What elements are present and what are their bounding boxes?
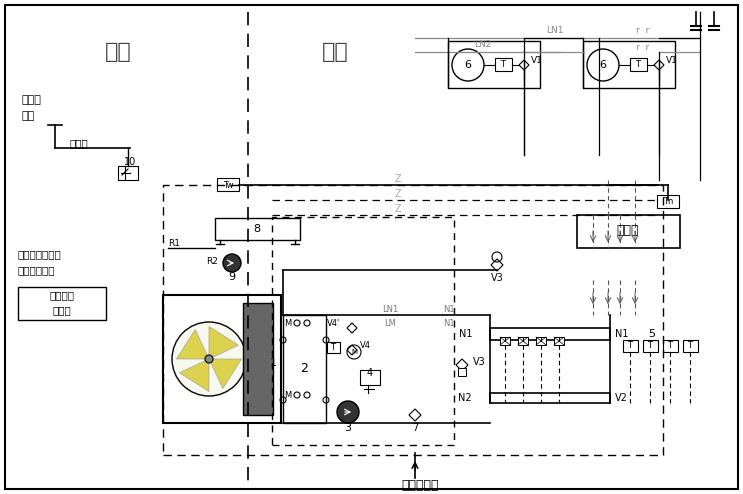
Bar <box>663 340 678 352</box>
Text: N1: N1 <box>458 329 472 339</box>
Bar <box>118 166 138 180</box>
Text: 7: 7 <box>412 423 418 433</box>
Text: Z: Z <box>395 204 401 214</box>
Bar <box>163 295 281 423</box>
Text: LN1: LN1 <box>546 26 564 35</box>
Bar <box>243 303 273 415</box>
Bar <box>215 218 300 240</box>
Bar <box>630 58 647 71</box>
Bar <box>458 368 466 376</box>
Text: Tn: Tn <box>663 198 673 206</box>
Text: R1: R1 <box>168 240 180 248</box>
Bar <box>643 340 658 352</box>
Polygon shape <box>347 345 357 355</box>
Text: M: M <box>351 349 357 355</box>
Text: 生活热水
控制器: 生活热水 控制器 <box>50 290 74 315</box>
Polygon shape <box>180 359 209 392</box>
Text: 1: 1 <box>270 358 277 368</box>
Polygon shape <box>654 60 664 70</box>
Polygon shape <box>491 259 503 271</box>
Polygon shape <box>209 327 239 359</box>
Text: LN1: LN1 <box>382 305 398 314</box>
Text: 接生活热水水箱
（间接加热）: 接生活热水水箱 （间接加热） <box>18 249 62 275</box>
Text: 6: 6 <box>600 60 606 70</box>
Bar <box>623 340 638 352</box>
Text: 3: 3 <box>345 423 351 433</box>
Bar <box>490 393 610 403</box>
Text: N1: N1 <box>444 319 455 328</box>
Text: R2: R2 <box>206 256 218 265</box>
Text: T: T <box>501 60 505 70</box>
Text: Z: Z <box>395 189 401 199</box>
Text: 8: 8 <box>253 224 261 234</box>
Text: 9: 9 <box>228 272 236 282</box>
Text: 注液口: 注液口 <box>70 138 88 148</box>
Text: V4: V4 <box>360 340 371 349</box>
Text: T: T <box>331 343 336 353</box>
Text: M: M <box>284 390 291 400</box>
Bar <box>683 340 698 352</box>
Circle shape <box>172 322 246 396</box>
Text: T: T <box>628 341 632 351</box>
Text: V1: V1 <box>531 56 543 66</box>
Text: Tw: Tw <box>223 180 233 190</box>
Text: 室内: 室内 <box>322 42 348 62</box>
Bar <box>217 178 239 191</box>
Text: LM: LM <box>384 319 396 328</box>
Polygon shape <box>209 359 241 388</box>
Text: T: T <box>667 341 672 351</box>
Text: V1: V1 <box>666 56 678 66</box>
Polygon shape <box>519 60 529 70</box>
Bar <box>18 287 106 320</box>
Text: 2: 2 <box>300 363 308 375</box>
Bar <box>448 41 540 88</box>
Text: N2: N2 <box>458 393 472 403</box>
Bar <box>495 58 512 71</box>
Text: 自来水
补水: 自来水 补水 <box>22 95 42 121</box>
Text: 5: 5 <box>648 329 655 339</box>
Polygon shape <box>176 329 209 359</box>
Bar <box>327 342 340 353</box>
Text: T: T <box>635 60 640 70</box>
Text: Z: Z <box>395 174 401 184</box>
Circle shape <box>337 401 359 423</box>
Polygon shape <box>409 409 421 421</box>
Bar <box>500 337 510 345</box>
Text: 室外: 室外 <box>105 42 132 62</box>
Text: 6: 6 <box>464 60 472 70</box>
Bar <box>577 215 680 248</box>
Text: V2: V2 <box>615 393 628 403</box>
Text: M: M <box>284 319 291 328</box>
Text: r  r: r r <box>636 26 649 35</box>
Text: T: T <box>687 341 692 351</box>
Text: 4: 4 <box>367 368 373 378</box>
Text: N1: N1 <box>444 305 455 314</box>
Text: r  r: r r <box>636 43 649 52</box>
Polygon shape <box>456 359 468 371</box>
Bar <box>657 195 679 208</box>
Bar <box>536 337 546 345</box>
Bar <box>518 337 528 345</box>
Text: T: T <box>647 341 652 351</box>
Text: V4': V4' <box>327 319 340 328</box>
Text: V3: V3 <box>473 357 486 367</box>
Bar <box>490 328 610 340</box>
Bar <box>583 41 675 88</box>
Circle shape <box>223 254 241 272</box>
Circle shape <box>205 355 213 363</box>
Bar <box>554 337 564 345</box>
Text: 10: 10 <box>124 157 136 167</box>
Bar <box>283 315 326 423</box>
Text: 自来水补水: 自来水补水 <box>401 479 439 492</box>
Bar <box>360 370 380 385</box>
Text: LN2: LN2 <box>474 40 492 49</box>
Text: N1: N1 <box>615 329 629 339</box>
Polygon shape <box>347 323 357 333</box>
Text: V3: V3 <box>490 273 503 283</box>
Text: 控制器: 控制器 <box>617 224 639 238</box>
